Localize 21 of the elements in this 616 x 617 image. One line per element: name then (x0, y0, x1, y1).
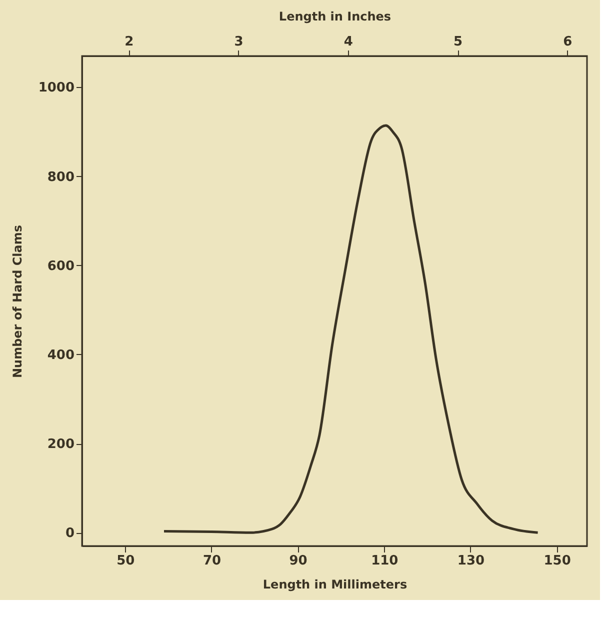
y-axis-title: Number of Hard Clams (10, 224, 24, 378)
y-tick-label: 200 (47, 437, 74, 452)
line-series (162, 124, 540, 534)
x2-tick-label: 4 (344, 34, 353, 50)
x-tick-label: 50 (116, 554, 135, 568)
x2-tick-label: 3 (234, 34, 244, 50)
x-tick-label: 150 (544, 554, 571, 568)
x-axis-title: Length in Millimeters (262, 578, 408, 592)
y-tick-label: 1000 (38, 80, 74, 96)
x2-axis-title: Length in Inches (278, 10, 392, 24)
y-tick-label: 600 (47, 258, 74, 274)
x-tick-label: 90 (289, 554, 308, 568)
x-tick-label: 110 (371, 554, 398, 568)
x2-tick-label: 2 (124, 34, 134, 50)
y-tick-label: 0 (65, 526, 74, 542)
x2-tick-label: 6 (563, 34, 572, 50)
x-tick-label: 130 (457, 554, 485, 568)
y-tick-label: 800 (47, 170, 74, 185)
y-tick-label: 400 (47, 348, 74, 363)
x2-tick-label: 5 (453, 34, 463, 50)
x-tick-label: 70 (202, 554, 222, 568)
